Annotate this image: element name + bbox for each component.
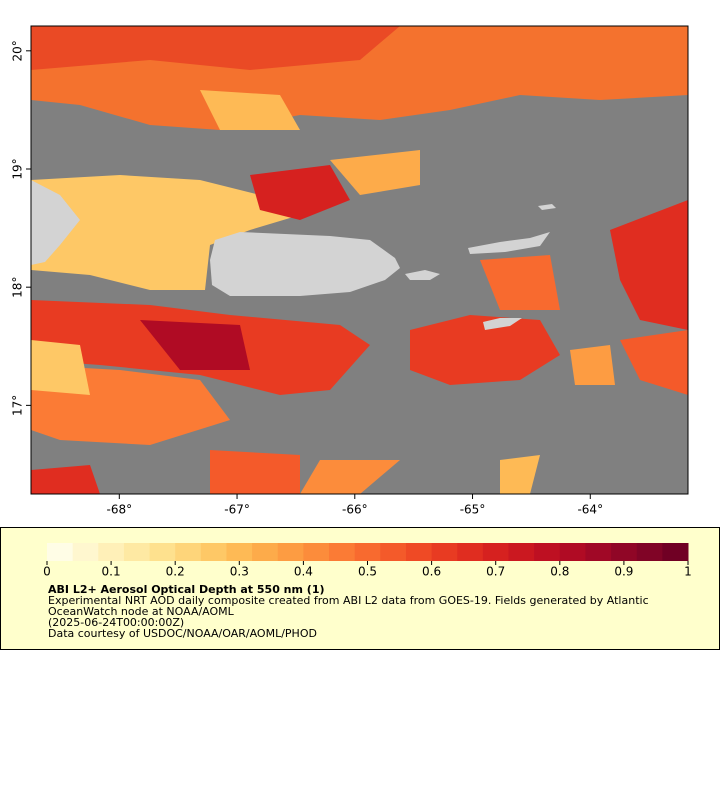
colorbar-tick-label: 0.5	[358, 565, 377, 579]
colorbar-segment	[585, 543, 612, 561]
colorbar-segment	[431, 543, 458, 561]
map-frame	[30, 25, 689, 495]
aod-patch	[250, 165, 350, 220]
colorbar-tick-label: 0.1	[102, 565, 121, 579]
map	[31, 26, 688, 494]
colorbar-tick-label: 0.4	[294, 565, 313, 579]
land	[483, 318, 522, 330]
colorbar-tick-label: 0.7	[486, 565, 505, 579]
colorbar-segment	[98, 543, 125, 561]
x-tick-label: -67°	[224, 503, 250, 517]
legend-line: Data courtesy of USDOC/NOAA/OAR/AOML/PHO…	[48, 627, 317, 640]
colorbar-segment	[252, 543, 279, 561]
aod-patch	[31, 340, 90, 395]
y-tick-label: 20°	[11, 40, 25, 61]
x-tick-label: -68°	[107, 503, 133, 517]
aod-patch	[140, 320, 250, 370]
aod-patch	[620, 330, 688, 395]
land	[405, 270, 440, 280]
aod-patch	[31, 465, 100, 494]
colorbar-tick-label: 0.6	[422, 565, 441, 579]
colorbar-segment	[72, 543, 99, 561]
colorbar-tick-label: 0.3	[230, 565, 249, 579]
colorbar-segment	[534, 543, 561, 561]
aod-patch	[480, 255, 560, 310]
land	[31, 180, 80, 265]
colorbar-segment	[149, 543, 176, 561]
colorbar-tick-label: 0	[43, 565, 51, 579]
aod-patch	[210, 450, 300, 494]
y-tick-label: 18°	[11, 277, 25, 298]
aod-patch	[200, 90, 300, 130]
x-tick-label: -65°	[460, 503, 486, 517]
aod-patch	[610, 200, 688, 330]
colorbar-segment	[611, 543, 638, 561]
colorbar-segment	[329, 543, 356, 561]
colorbar-segment	[482, 543, 510, 561]
colorbar-tick-label: 0.8	[550, 565, 569, 579]
x-tick-label: -66°	[342, 503, 368, 517]
aod-patch	[330, 150, 420, 195]
legend-line: OceanWatch node at NOAA/AOML	[48, 605, 235, 618]
land	[210, 232, 400, 296]
colorbar-segment	[175, 543, 202, 561]
colorbar-segment	[636, 543, 663, 561]
colorbar-segment	[559, 543, 586, 561]
colorbar-segment	[123, 543, 151, 561]
colorbar-tick-label: 0.2	[166, 565, 185, 579]
colorbar-segment	[200, 543, 227, 561]
colorbar-segment	[226, 543, 253, 561]
aod-patch	[31, 26, 400, 70]
x-tick-label: -64°	[577, 503, 603, 517]
land	[468, 232, 550, 254]
legend-line: (2025-06-24T00:00:00Z)	[48, 616, 184, 629]
land	[538, 204, 556, 210]
colorbar-segment	[277, 543, 304, 561]
y-tick-label: 19°	[11, 158, 25, 179]
colorbar-tick-label: 0.9	[614, 565, 633, 579]
aod-patch	[410, 315, 560, 385]
colorbar-segment	[303, 543, 330, 561]
legend-title: ABI L2+ Aerosol Optical Depth at 550 nm …	[48, 583, 325, 596]
aod-patch	[500, 455, 540, 494]
legend-line: Experimental NRT AOD daily composite cre…	[48, 594, 649, 607]
aod-patch	[31, 175, 300, 290]
colorbar-segment	[354, 543, 381, 561]
colorbar-segment	[380, 543, 407, 561]
aod-patch	[570, 345, 615, 385]
colorbar-segment	[47, 543, 74, 561]
aod-patch	[300, 460, 400, 494]
colorbar-tick-label: 1	[684, 565, 692, 579]
colorbar-segment	[405, 543, 433, 561]
y-tick-label: 17°	[11, 395, 25, 416]
colorbar-segment	[508, 543, 535, 561]
colorbar-segment	[662, 543, 689, 561]
colorbar-segment	[457, 543, 484, 561]
